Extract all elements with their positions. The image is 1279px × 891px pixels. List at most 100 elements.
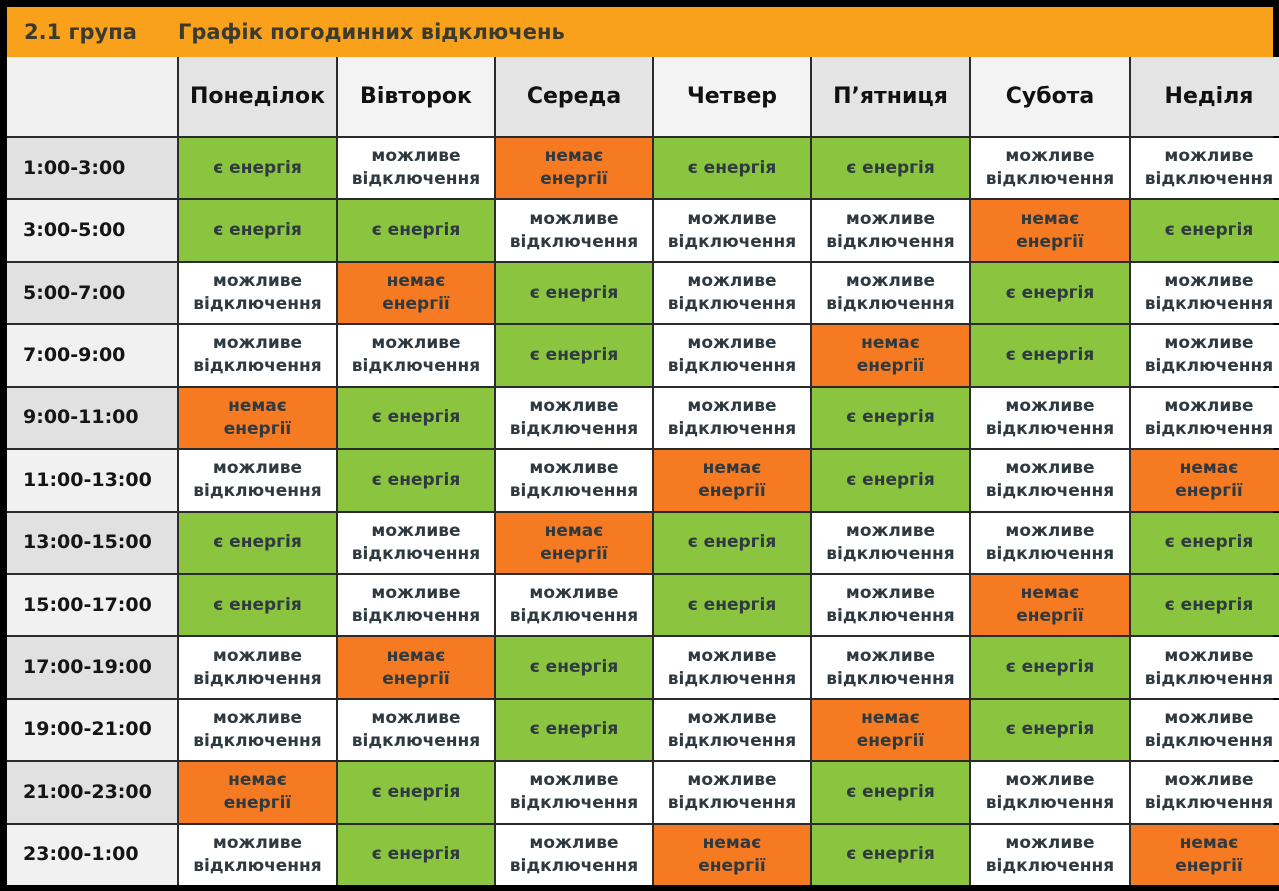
- schedule-cell: є енергія: [971, 699, 1129, 761]
- time-slot: 5:00-7:00: [7, 262, 177, 324]
- status-text: відключення: [351, 730, 481, 751]
- status-text: можливе: [212, 832, 303, 853]
- status-text: є енергія: [213, 157, 302, 178]
- status-text: є енергія: [529, 657, 619, 678]
- schedule-cell: немає енергії: [971, 574, 1129, 636]
- status-text: можливе: [845, 208, 936, 229]
- status-text: відключення: [1144, 730, 1274, 751]
- time-slot: 9:00-11:00: [7, 387, 177, 449]
- schedule-cell: можливе відключення: [654, 325, 810, 386]
- status-text: відключення: [826, 231, 955, 252]
- schedule-cell: можливе відключення: [971, 512, 1129, 573]
- schedule-cell: немає енергії: [654, 824, 810, 885]
- schedule-cell: можливе відключення: [496, 762, 652, 823]
- status-text: можливе: [371, 146, 461, 167]
- status-text: відключення: [351, 543, 481, 564]
- schedule-cell: є енергія: [496, 325, 652, 386]
- status-text: відключення: [985, 418, 1115, 439]
- schedule-cell: немає енергії: [338, 262, 494, 324]
- schedule-cell: можливе відключення: [496, 824, 652, 885]
- time-slot: 3:00-5:00: [7, 200, 177, 261]
- status-text: є енергія: [529, 344, 619, 365]
- schedule-cell: є енергія: [338, 824, 494, 885]
- schedule-cell: можливе відключення: [338, 512, 494, 573]
- status-text: відключення: [509, 481, 639, 502]
- status-text: відключення: [667, 418, 797, 439]
- schedule-cell: можливе відключення: [1131, 262, 1279, 324]
- day-header: Четвер: [654, 57, 810, 136]
- title-bar: 2.1 група Графік погодинних відключень: [7, 7, 1273, 57]
- status-text: можливе: [212, 707, 303, 728]
- status-text: немає: [702, 832, 762, 853]
- status-text: енергії: [540, 169, 608, 190]
- schedule-cell: можливе відключення: [654, 200, 810, 261]
- status-text: відключення: [667, 294, 797, 315]
- schedule-cell: можливе відключення: [1131, 387, 1279, 449]
- status-text: є енергія: [371, 844, 461, 865]
- schedule-cell: немає енергії: [971, 200, 1129, 261]
- status-text: можливе: [1005, 458, 1095, 479]
- status-text: є енергія: [846, 844, 935, 865]
- schedule-table: Понеділок Вівторок Середа Четвер П’ятниця Суб…: [7, 57, 1279, 885]
- schedule-cell: можливе відключення: [812, 637, 969, 698]
- status-text: можливе: [371, 583, 461, 604]
- status-text: можливе: [212, 333, 303, 354]
- status-text: немає: [861, 333, 920, 354]
- schedule-cell: є енергія: [654, 574, 810, 636]
- status-text: відключення: [509, 793, 639, 814]
- status-text: відключення: [826, 606, 955, 627]
- status-text: відключення: [826, 543, 955, 564]
- schedule-cell: можливе відключення: [179, 824, 336, 885]
- status-text: енергії: [540, 543, 608, 564]
- status-text: можливе: [1164, 333, 1254, 354]
- schedule-cell: немає енергії: [812, 699, 969, 761]
- status-text: є енергія: [371, 220, 461, 241]
- schedule-cell: є енергія: [179, 574, 336, 636]
- status-text: енергії: [1016, 606, 1084, 627]
- status-text: можливе: [1164, 645, 1254, 666]
- status-text: можливе: [845, 520, 936, 541]
- status-text: немає: [1020, 208, 1080, 229]
- day-header: Понеділок: [179, 57, 336, 136]
- schedule-cell: можливе відключення: [812, 512, 969, 573]
- schedule-cell: можливе відключення: [1131, 699, 1279, 761]
- status-text: відключення: [667, 793, 797, 814]
- status-text: є енергія: [1005, 719, 1095, 740]
- group-label: 2.1 група: [24, 20, 137, 44]
- schedule-cell: можливе відключення: [812, 200, 969, 261]
- status-text: можливе: [687, 707, 777, 728]
- status-text: відключення: [1144, 294, 1274, 315]
- status-text: можливе: [212, 645, 303, 666]
- status-text: є енергія: [371, 469, 461, 490]
- schedule-cell: можливе відключення: [654, 762, 810, 823]
- schedule-cell: можливе відключення: [1131, 138, 1279, 199]
- status-text: є енергія: [1005, 344, 1095, 365]
- status-text: відключення: [193, 730, 322, 751]
- schedule-cell: є енергія: [812, 762, 969, 823]
- status-text: можливе: [371, 707, 461, 728]
- status-text: можливе: [1005, 520, 1095, 541]
- status-text: є енергія: [846, 469, 935, 490]
- status-text: енергії: [1175, 855, 1243, 876]
- status-text: можливе: [371, 520, 461, 541]
- schedule-cell: можливе відключення: [971, 824, 1129, 885]
- schedule-cell: можливе відключення: [971, 387, 1129, 449]
- status-text: є енергія: [529, 719, 619, 740]
- status-text: є енергія: [687, 594, 777, 615]
- schedule-cell: можливе відключення: [496, 574, 652, 636]
- status-text: можливе: [1005, 146, 1095, 167]
- status-text: можливе: [687, 770, 777, 791]
- status-text: можливе: [1164, 770, 1254, 791]
- status-text: можливе: [529, 583, 619, 604]
- day-header: Неділя: [1131, 57, 1279, 136]
- schedule-cell: є енергія: [812, 138, 969, 199]
- schedule-cell: можливе відключення: [1131, 762, 1279, 823]
- status-text: можливе: [845, 271, 936, 292]
- status-text: відключення: [1144, 418, 1274, 439]
- schedule-cell: є енергія: [338, 450, 494, 511]
- day-header: П’ятниця: [812, 57, 969, 136]
- status-text: є енергія: [846, 157, 935, 178]
- schedule-cell: можливе відключення: [338, 699, 494, 761]
- status-text: відключення: [985, 481, 1115, 502]
- status-text: можливе: [687, 208, 777, 229]
